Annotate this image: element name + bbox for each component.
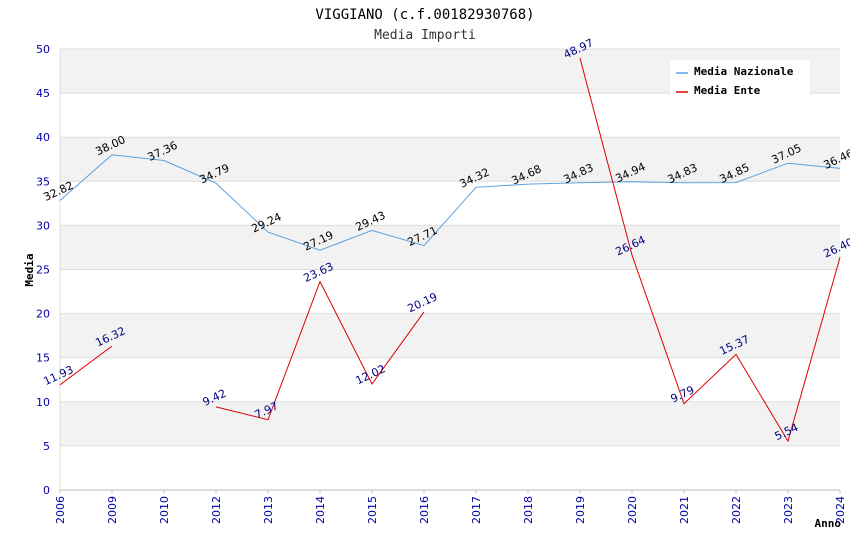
legend-label-ente: Media Ente — [694, 84, 761, 97]
y-tick-labels: 0 5 10 15 20 25 30 35 40 45 50 — [36, 43, 50, 497]
y-tick-label: 20 — [36, 308, 50, 321]
x-tick-label: 2020 — [626, 496, 639, 524]
x-tick-label: 2014 — [314, 496, 327, 524]
series-line-nazionale — [59, 154, 841, 251]
y-tick-label: 25 — [36, 264, 50, 277]
series-line-ente — [579, 57, 841, 443]
y-tick-label: 15 — [36, 352, 50, 365]
x-tick-label: 2013 — [262, 496, 275, 524]
legend-box — [670, 60, 810, 96]
x-tick-label: 2022 — [730, 496, 743, 524]
x-tick-label: 2012 — [210, 496, 223, 524]
x-tick-label: 2006 — [54, 496, 67, 524]
series-lines — [59, 57, 841, 443]
grid-band — [60, 137, 840, 182]
grid-bands — [60, 49, 840, 446]
y-tick-label: 5 — [43, 440, 50, 453]
gridlines — [60, 48, 840, 491]
x-tick-label: 2017 — [470, 496, 483, 524]
data-label: 20.19 — [405, 290, 439, 315]
chart-title: VIGGIANO (c.f.00182930768) — [315, 7, 534, 23]
x-axis-label: Anno — [815, 517, 842, 530]
x-tick-label: 2018 — [522, 496, 535, 524]
legend: Media Nazionale Media Ente — [670, 60, 810, 97]
x-tick-label: 2009 — [106, 496, 119, 524]
y-tick-label: 50 — [36, 43, 50, 56]
x-tick-label: 2024 — [834, 496, 847, 524]
legend-label-nazionale: Media Nazionale — [694, 65, 794, 78]
y-tick-label: 40 — [36, 131, 50, 144]
y-axis-label: Media — [23, 253, 36, 286]
axes — [59, 49, 841, 493]
grid-band — [60, 313, 840, 358]
data-label: 12.02 — [353, 362, 387, 387]
grid-band — [60, 225, 840, 270]
data-label: 11.93 — [41, 363, 75, 388]
x-tick-label: 2010 — [158, 496, 171, 524]
x-tick-label: 2015 — [366, 496, 379, 524]
series-line-ente — [59, 345, 113, 386]
y-tick-label: 10 — [36, 396, 50, 409]
series-line-ente — [215, 280, 425, 421]
x-tick-label: 2016 — [418, 496, 431, 524]
chart-subtitle: Media Importi — [374, 28, 476, 43]
y-tick-label: 35 — [36, 175, 50, 188]
x-tick-label: 2023 — [782, 496, 795, 524]
x-tick-label: 2019 — [574, 496, 587, 524]
y-tick-label: 0 — [43, 484, 50, 497]
x-tick-label: 2021 — [678, 496, 691, 524]
x-tick-labels: 2006 2009 2010 2012 2013 2014 2015 2016 2017 2018… — [54, 496, 847, 524]
grid-band — [60, 401, 840, 446]
y-tick-label: 30 — [36, 219, 50, 232]
y-tick-label: 45 — [36, 87, 50, 100]
